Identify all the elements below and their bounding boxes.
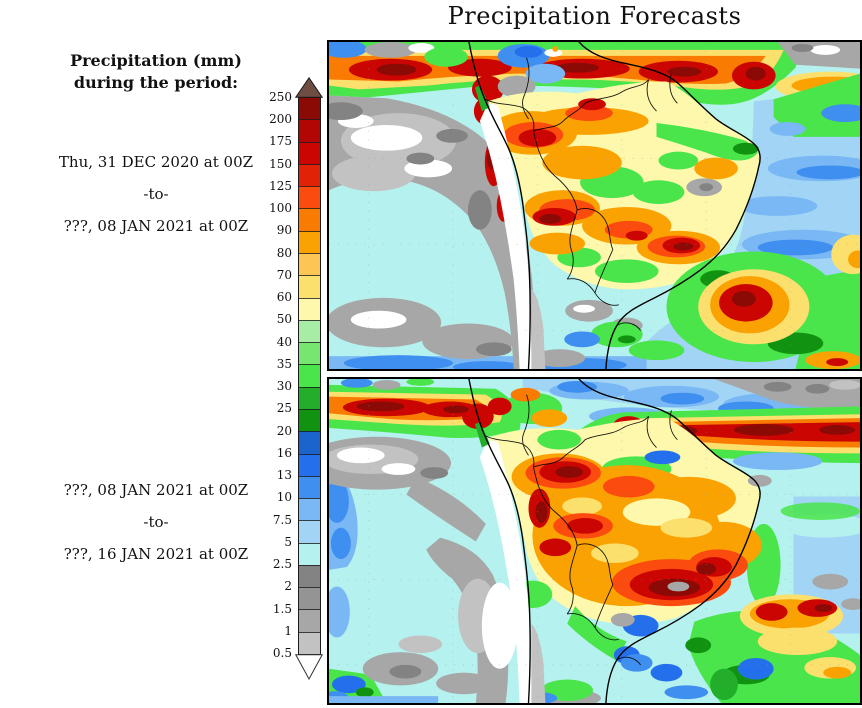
legend-heading-line2: during the period: <box>73 73 239 92</box>
colorbar-level-label: 30 <box>276 379 292 394</box>
period-2: ???, 08 JAN 2021 at 00Z -to- ???, 16 JAN… <box>0 474 312 570</box>
colorbar-band <box>299 141 320 164</box>
colorbar-level-label: 2.5 <box>272 557 292 572</box>
period-2-separator: -to- <box>143 513 169 531</box>
colorbar-band <box>299 386 320 409</box>
colorbar-level-label: 35 <box>276 356 292 371</box>
period-2-start: ???, 08 JAN 2021 at 00Z <box>63 481 249 499</box>
colorbar-band <box>299 297 320 320</box>
legend-heading: Precipitation (mm) during the period: <box>0 50 312 94</box>
colorbar-level-label: 1 <box>284 623 292 638</box>
map-panel-2 <box>327 377 862 705</box>
colorbar-band <box>299 453 320 476</box>
colorbar-level-label: 175 <box>269 134 292 149</box>
colorbar-level-label: 250 <box>269 90 292 104</box>
period-2-end: ???, 16 JAN 2021 at 00Z <box>63 545 249 563</box>
map-panel-1 <box>327 40 862 371</box>
colorbar-band <box>299 275 320 298</box>
colorbar-level-label: 1.5 <box>272 601 292 616</box>
colorbar-band <box>299 163 320 187</box>
period-1: Thu, 31 DEC 2020 at 00Z -to- ???, 08 JAN… <box>0 146 312 242</box>
colorbar-band <box>299 609 320 632</box>
colorbar-level-label: 13 <box>276 468 292 483</box>
colorbar-level-label: 16 <box>276 445 292 460</box>
colorbar-level-label: 70 <box>276 267 292 282</box>
colorbar-band <box>299 364 320 387</box>
colorbar-level-label: 80 <box>276 245 292 260</box>
colorbar-level-label: 40 <box>276 334 292 349</box>
colorbar-labels: 250 200 175 150 125 100 90 80 70 60 50 40 35 30 25 20 16… <box>228 90 292 660</box>
colorbar-band <box>299 319 320 343</box>
colorbar-level-label: 0.5 <box>272 646 292 660</box>
period-1-end: ???, 08 JAN 2021 at 00Z <box>63 217 249 235</box>
period-1-start: Thu, 31 DEC 2020 at 00Z <box>58 153 254 171</box>
colorbar-level-label: 20 <box>276 423 292 438</box>
colorbar <box>298 97 321 655</box>
period-1-separator: -to- <box>143 185 169 203</box>
colorbar-band <box>299 520 320 543</box>
colorbar-band <box>299 475 320 499</box>
colorbar-band <box>299 230 320 253</box>
colorbar-level-label: 125 <box>269 178 292 193</box>
colorbar-band <box>299 186 320 209</box>
colorbar-level-label: 2 <box>284 579 292 594</box>
colorbar-band <box>299 252 320 276</box>
map-2-graphic <box>329 379 860 703</box>
colorbar-band <box>299 98 320 120</box>
colorbar-band <box>299 431 320 454</box>
colorbar-band <box>299 119 320 142</box>
colorbar-band <box>299 542 320 565</box>
map-1-graphic <box>329 42 860 369</box>
colorbar-band <box>299 564 320 588</box>
colorbar-band <box>299 498 320 521</box>
colorbar-level-label: 50 <box>276 312 292 327</box>
colorbar-level-label: 7.5 <box>272 512 292 527</box>
colorbar-underflow-triangle <box>295 654 323 680</box>
page-title: Precipitation Forecasts <box>447 2 742 30</box>
colorbar-overflow-triangle <box>295 77 323 98</box>
colorbar-band <box>299 408 320 432</box>
colorbar-level-label: 60 <box>276 290 292 305</box>
colorbar-band <box>299 342 320 365</box>
colorbar-level-label: 100 <box>269 201 292 216</box>
colorbar-level-label: 5 <box>284 534 292 549</box>
colorbar-level-label: 10 <box>276 490 292 505</box>
colorbar-level-label: 25 <box>276 401 292 416</box>
colorbar-band <box>299 631 320 655</box>
legend-heading-line1: Precipitation (mm) <box>70 51 242 70</box>
colorbar-level-label: 200 <box>269 112 292 127</box>
colorbar-band <box>299 208 320 231</box>
colorbar-level-label: 90 <box>276 223 292 238</box>
colorbar-level-label: 150 <box>269 156 292 171</box>
colorbar-band <box>299 587 320 610</box>
